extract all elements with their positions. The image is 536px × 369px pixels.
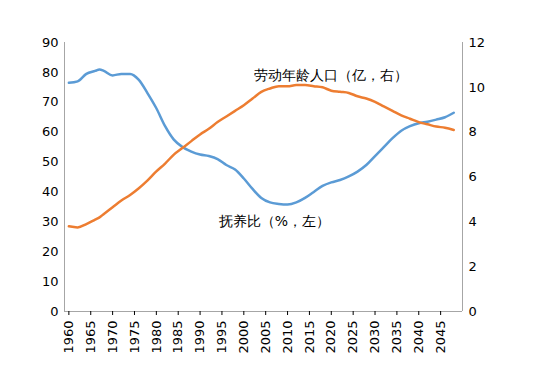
svg-text:1985: 1985 xyxy=(170,321,185,354)
svg-text:6: 6 xyxy=(469,169,477,184)
svg-text:1980: 1980 xyxy=(149,321,164,354)
svg-text:4: 4 xyxy=(469,214,477,229)
svg-text:2015: 2015 xyxy=(302,321,317,354)
svg-text:0: 0 xyxy=(50,304,58,319)
svg-text:2035: 2035 xyxy=(389,321,404,354)
svg-text:20: 20 xyxy=(42,244,59,259)
svg-text:30: 30 xyxy=(42,214,59,229)
svg-text:10: 10 xyxy=(469,79,486,94)
svg-text:2020: 2020 xyxy=(323,321,338,354)
svg-text:2040: 2040 xyxy=(411,321,426,354)
svg-text:1970: 1970 xyxy=(105,321,120,354)
svg-text:1965: 1965 xyxy=(83,321,98,354)
svg-text:2045: 2045 xyxy=(433,321,448,354)
svg-text:50: 50 xyxy=(42,154,59,169)
svg-text:1975: 1975 xyxy=(127,321,142,354)
svg-text:8: 8 xyxy=(469,124,477,139)
svg-text:0: 0 xyxy=(469,304,477,319)
svg-text:90: 90 xyxy=(42,35,59,50)
svg-text:劳动年龄人口（亿，右）: 劳动年龄人口（亿，右） xyxy=(254,67,408,83)
svg-text:10: 10 xyxy=(42,274,59,289)
svg-text:80: 80 xyxy=(42,65,59,80)
svg-text:60: 60 xyxy=(42,124,59,139)
svg-text:2: 2 xyxy=(469,259,477,274)
svg-text:2030: 2030 xyxy=(367,321,382,354)
svg-text:2005: 2005 xyxy=(258,321,273,354)
svg-text:1995: 1995 xyxy=(214,321,229,354)
svg-text:1960: 1960 xyxy=(61,321,76,354)
svg-text:2010: 2010 xyxy=(280,321,295,354)
svg-text:70: 70 xyxy=(42,94,59,109)
svg-text:12: 12 xyxy=(469,35,486,50)
svg-text:2000: 2000 xyxy=(236,321,251,354)
svg-text:40: 40 xyxy=(42,184,59,199)
svg-text:抚养比（%，左）: 抚养比（%，左） xyxy=(218,213,330,229)
svg-text:2025: 2025 xyxy=(345,321,360,354)
svg-text:1990: 1990 xyxy=(192,321,207,354)
